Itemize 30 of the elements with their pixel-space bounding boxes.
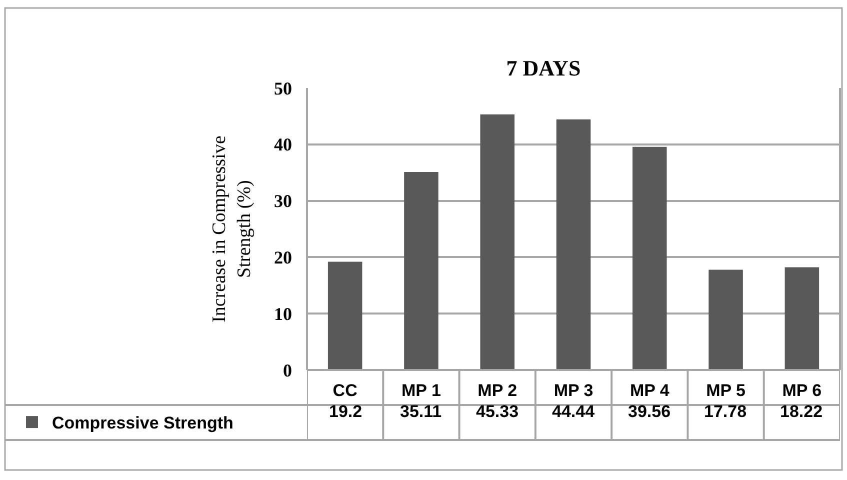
x-tick-label: MP 4 xyxy=(630,381,670,400)
y-tick-label: 40 xyxy=(274,134,292,155)
bar xyxy=(480,114,514,370)
y-tick-label: 50 xyxy=(274,78,292,98)
y-tick-label: 30 xyxy=(274,191,292,212)
legend-label: Compressive Strength xyxy=(52,414,234,433)
data-label: 45.33 xyxy=(476,402,519,421)
bar xyxy=(404,172,438,370)
x-tick-label: CC xyxy=(332,381,358,400)
x-tick-label: MP 2 xyxy=(478,381,518,400)
x-tick-label: MP 5 xyxy=(706,381,746,400)
data-label: 17.78 xyxy=(704,402,747,421)
bar xyxy=(708,270,743,370)
bar xyxy=(784,267,820,370)
x-tick-label: MP 3 xyxy=(554,381,594,400)
chart-title: 7 DAYS xyxy=(506,56,581,81)
data-label: 18.22 xyxy=(780,402,823,421)
data-label: 19.2 xyxy=(329,402,362,421)
bar xyxy=(632,146,667,370)
x-tick-label: MP 6 xyxy=(782,381,822,400)
bar xyxy=(556,119,591,370)
x-tick-label: MP 1 xyxy=(402,381,441,400)
data-label: 35.11 xyxy=(400,402,442,421)
bar xyxy=(328,262,362,370)
data-label: 44.44 xyxy=(552,402,596,421)
y-tick-label: 0 xyxy=(283,360,292,380)
y-tick-label: 10 xyxy=(274,304,292,324)
data-label: 39.56 xyxy=(628,402,671,421)
y-axis-title: Increase in Compressive Strength (%) xyxy=(209,136,255,322)
y-tick-label: 20 xyxy=(274,248,292,268)
